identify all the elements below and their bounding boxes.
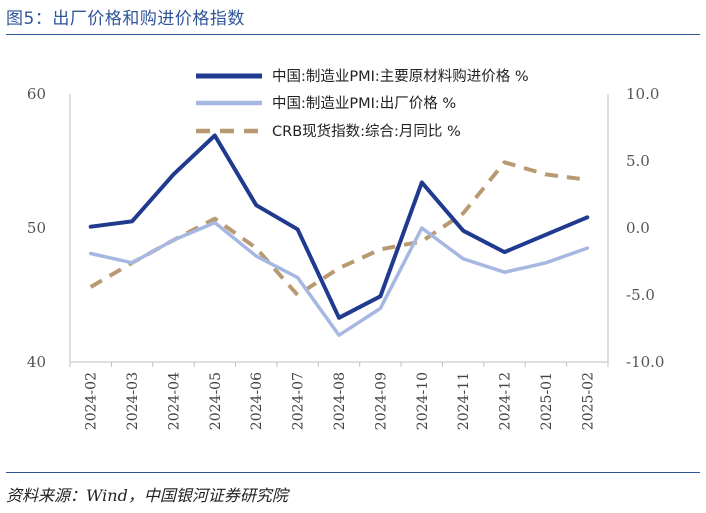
chart-axes: 60 50 40 10.0 5.0 0.0 -5.0 -10.0 2024-02 2024-03 2…	[27, 85, 665, 430]
x-axis-tick-label: 2024-07	[291, 372, 307, 430]
title-divider	[6, 34, 700, 35]
right-axis-tick-label: 10.0	[626, 85, 659, 103]
x-axis-tick-label: 2024-08	[332, 372, 348, 430]
legend-label-2: CRB现货指数:综合:月同比 %	[272, 123, 461, 140]
x-axis-tick-label: 2024-11	[456, 372, 472, 430]
line-chart: 60 50 40 10.0 5.0 0.0 -5.0 -10.0 2024-02 2024-03 2…	[27, 68, 665, 430]
legend-label-1: 中国:制造业PMI:出厂价格 %	[272, 95, 456, 112]
chart-legend: 中国:制造业PMI:主要原材料购进价格 % 中国:制造业PMI:出厂价格 % CRB…	[196, 68, 529, 140]
right-axis-tick-label: 0.0	[626, 219, 650, 237]
left-axis-tick-label: 60	[27, 85, 46, 103]
left-axis-tick-label: 50	[27, 219, 46, 237]
source-divider	[6, 472, 700, 473]
x-axis-tick-label: 2024-12	[498, 372, 514, 430]
left-axis-tick-label: 40	[27, 353, 46, 371]
figure-title: 图5：出厂价格和购进价格指数	[6, 9, 245, 29]
source-note: 资料来源：Wind，中国银河证券研究院	[6, 486, 288, 505]
x-axis-tick-label: 2024-10	[415, 372, 431, 430]
x-axis-tick-label: 2025-02	[580, 372, 596, 430]
chart-series	[88, 133, 590, 337]
x-axis-tick-label: 2024-02	[84, 372, 100, 430]
x-axis-tick-label: 2024-03	[125, 372, 141, 430]
right-axis-tick-label: -10.0	[626, 353, 664, 371]
legend-label-0: 中国:制造业PMI:主要原材料购进价格 %	[272, 68, 529, 85]
x-axis-tick-label: 2024-06	[249, 372, 265, 430]
x-axis-tick-label: 2024-05	[208, 372, 224, 430]
right-axis-tick-label: 5.0	[626, 152, 650, 170]
x-axis-tick-label: 2025-01	[539, 372, 555, 430]
right-axis-tick-label: -5.0	[626, 286, 655, 304]
x-axis-tick-label: 2024-09	[373, 372, 389, 430]
x-axis-tick-label: 2024-04	[166, 372, 182, 430]
